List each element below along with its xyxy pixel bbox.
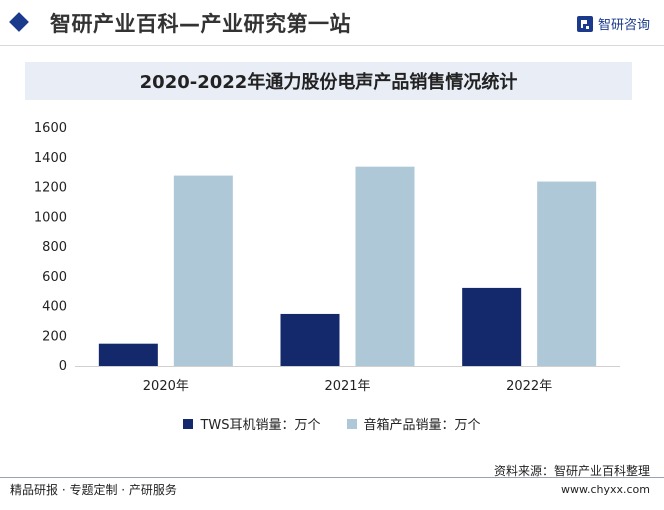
bar-series-0-2 [462, 287, 522, 366]
tagline: 精品研报 · 专题定制 · 产研服务 [10, 483, 177, 497]
chart-title-band: 2020-2022年通力股份电声产品销售情况统计 [25, 62, 632, 100]
x-axis: 2020年 2021年 2022年 [143, 379, 552, 394]
bar-series-0-1 [280, 313, 340, 366]
header-divider [0, 45, 664, 46]
y-tick-label: 1600 [34, 121, 67, 136]
x-tick-label: 2021年 [324, 379, 370, 394]
y-tick-label: 400 [42, 300, 67, 315]
bar-series-1-1 [355, 166, 415, 366]
y-tick-label: 600 [42, 270, 67, 285]
legend-item: 音箱产品销量：万个 [346, 414, 481, 433]
legend-label: 音箱产品销量：万个 [363, 418, 481, 433]
bar-series-1-0 [173, 175, 233, 366]
source-note: 资料来源：智研产业百科整理 [493, 464, 650, 478]
x-tick-label: 2020年 [143, 379, 189, 394]
chart-title: 2020-2022年通力股份电声产品销售情况统计 [139, 72, 518, 93]
footer-divider [0, 477, 664, 478]
website: www.chyxx.com [560, 483, 650, 496]
y-tick-label: 0 [59, 359, 67, 374]
legend-label: TWS耳机销量：万个 [200, 418, 321, 433]
chart-legend: TWS耳机销量：万个 音箱产品销量：万个 [0, 414, 664, 433]
x-tick-label: 2022年 [506, 379, 552, 394]
y-axis: 0 200 400 600 800 1000 1200 1400 1600 [34, 121, 620, 374]
diamond-icon [9, 12, 29, 32]
bar-series-0-0 [98, 343, 158, 366]
y-tick-label: 200 [42, 329, 67, 344]
y-tick-label: 800 [42, 240, 67, 255]
legend-swatch [346, 418, 357, 429]
logo-icon [576, 15, 593, 32]
y-tick-label: 1400 [34, 151, 67, 166]
legend-swatch [183, 418, 194, 429]
bar-series-1-2 [537, 181, 597, 366]
brand-name: 智研咨询 [597, 18, 650, 33]
bar-chart: 0 200 400 600 800 1000 1200 1400 1600 2020年 2021年… [34, 121, 620, 394]
brand-logo: 智研咨询 [576, 14, 650, 33]
bars [98, 166, 597, 366]
header-title: 智研产业百科—产业研究第一站 [50, 12, 351, 36]
top-bar: 智研产业百科—产业研究第一站 智研咨询 [0, 0, 664, 46]
y-tick-label: 1200 [34, 181, 67, 196]
y-tick-label: 1000 [34, 210, 67, 225]
legend-item: TWS耳机销量：万个 [183, 414, 321, 433]
